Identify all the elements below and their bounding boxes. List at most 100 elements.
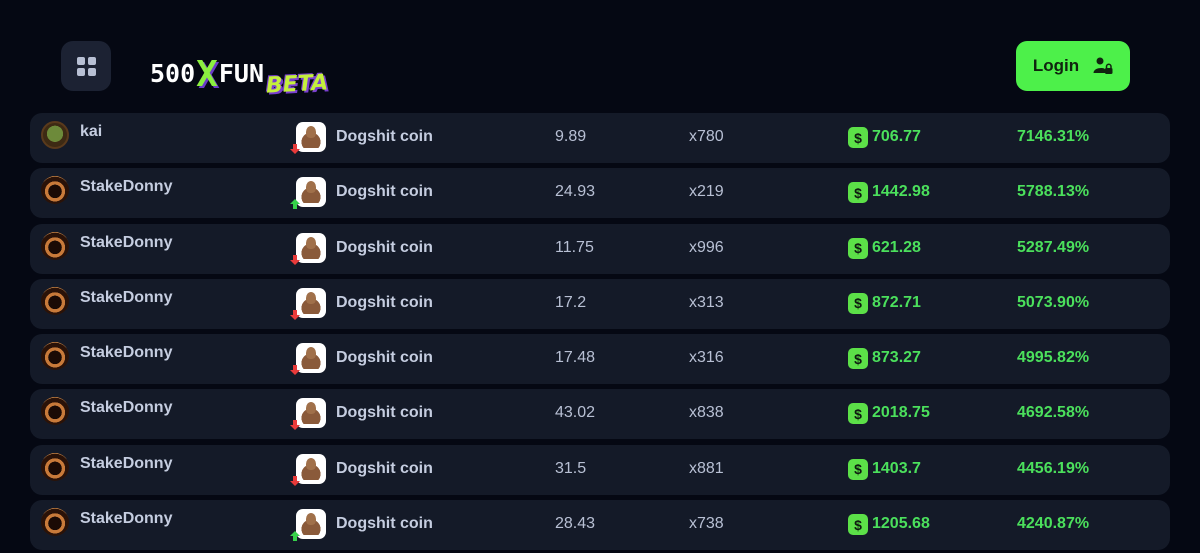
coin-logo[interactable]: [296, 398, 326, 429]
multiplier: x313: [689, 293, 724, 311]
profit-percent: 5073.90%: [1017, 293, 1090, 311]
coin-logo[interactable]: [296, 122, 326, 152]
multiplier: x838: [689, 404, 724, 422]
table-row[interactable]: kai Dogshit coin 9.89 x780 $ 706.77 7146…: [30, 113, 1170, 163]
coin-name[interactable]: Dogshit coin: [336, 128, 433, 145]
arrow-up-icon: [289, 530, 301, 544]
grid-icon: [76, 56, 96, 76]
coin-logo[interactable]: [296, 232, 326, 263]
payout-value: 706.77: [872, 128, 921, 145]
payout-value: 1205.68: [872, 515, 930, 533]
username[interactable]: kai: [80, 123, 103, 140]
logo-beta-badge: BETA: [265, 70, 329, 99]
profit-percent: 5788.13%: [1017, 183, 1090, 201]
dollar-icon: $: [848, 458, 868, 480]
multiplier: x881: [689, 459, 724, 477]
avatar[interactable]: [41, 286, 69, 315]
bet-amount: 24.93: [555, 183, 596, 201]
login-button[interactable]: Login: [1016, 41, 1130, 91]
payout-value: 1403.7: [872, 459, 921, 477]
payout-value: 2018.75: [872, 404, 930, 422]
poop-icon: [301, 236, 321, 259]
coin-name[interactable]: Dogshit coin: [336, 459, 433, 477]
dollar-icon: $: [848, 292, 868, 314]
bet-amount: 11.75: [555, 238, 594, 256]
avatar[interactable]: [41, 452, 69, 481]
coin-name[interactable]: Dogshit coin: [336, 183, 433, 201]
table-row[interactable]: StakeDonny Dogshit coin 11.75 x996 $ 621…: [30, 223, 1170, 274]
bets-list: kai Dogshit coin 9.89 x780 $ 706.77 7146…: [30, 113, 1170, 553]
bet-amount: 9.89: [555, 128, 587, 145]
payout-value: 873.27: [872, 349, 921, 367]
profit-percent: 4240.87%: [1017, 515, 1090, 533]
table-row[interactable]: StakeDonny Dogshit coin 17.2 x313 $ 872.…: [30, 278, 1170, 329]
poop-icon: [301, 181, 321, 204]
arrow-up-icon: [289, 198, 301, 212]
dollar-icon: $: [848, 403, 868, 425]
poop-icon: [301, 513, 321, 536]
bet-amount: 43.02: [555, 404, 596, 422]
profit-percent: 4995.82%: [1017, 349, 1090, 367]
payout-value: 872.71: [872, 293, 921, 311]
multiplier: x738: [689, 515, 724, 533]
profit-percent: 7146.31%: [1017, 128, 1090, 145]
arrow-down-icon: [289, 254, 301, 268]
profit-percent: 4456.19%: [1017, 459, 1090, 477]
bet-amount: 17.2: [555, 293, 587, 311]
username[interactable]: StakeDonny: [80, 510, 173, 528]
coin-name[interactable]: Dogshit coin: [336, 293, 433, 311]
coin-logo[interactable]: [296, 287, 326, 318]
coin-logo[interactable]: [296, 453, 326, 484]
dollar-icon: $: [848, 514, 868, 536]
multiplier: x316: [689, 349, 724, 367]
poop-icon: [301, 291, 321, 314]
table-row[interactable]: StakeDonny Dogshit coin 28.43 x738 $ 120…: [30, 500, 1170, 551]
username[interactable]: StakeDonny: [80, 344, 173, 362]
poop-icon: [301, 347, 321, 370]
multiplier: x219: [689, 183, 724, 201]
avatar[interactable]: [41, 397, 69, 426]
coin-name[interactable]: Dogshit coin: [336, 404, 433, 422]
payout-value: 621.28: [872, 238, 921, 256]
arrow-down-icon: [289, 143, 301, 157]
coin-logo[interactable]: [296, 177, 326, 208]
poop-icon: [301, 402, 321, 425]
profit-percent: 4692.58%: [1017, 404, 1090, 422]
site-logo[interactable]: 500XFUN BETA: [150, 42, 335, 102]
avatar[interactable]: [41, 121, 69, 149]
username[interactable]: StakeDonny: [80, 454, 173, 472]
username[interactable]: StakeDonny: [80, 178, 173, 196]
table-row[interactable]: StakeDonny Dogshit coin 17.48 x316 $ 873…: [30, 334, 1170, 385]
bet-amount: 17.48: [555, 349, 596, 367]
coin-logo[interactable]: [296, 343, 326, 374]
arrow-down-icon: [289, 419, 301, 433]
dollar-icon: $: [848, 127, 868, 148]
login-label: Login: [1032, 56, 1080, 75]
table-row[interactable]: StakeDonny Dogshit coin 24.93 x219 $ 144…: [30, 168, 1170, 219]
bet-amount: 31.5: [555, 459, 587, 477]
dollar-icon: $: [848, 237, 868, 259]
coin-name[interactable]: Dogshit coin: [336, 515, 433, 533]
coin-name[interactable]: Dogshit coin: [336, 349, 433, 367]
bet-amount: 28.43: [555, 515, 596, 533]
avatar[interactable]: [41, 231, 69, 260]
profit-percent: 5287.49%: [1017, 238, 1090, 256]
avatar[interactable]: [41, 342, 69, 371]
table-row[interactable]: StakeDonny Dogshit coin 43.02 x838 $ 201…: [30, 389, 1170, 440]
coin-logo[interactable]: [296, 509, 326, 540]
top-header: 500XFUN BETA Login: [0, 0, 1200, 112]
logo-wordmark: 500XFUN: [150, 54, 264, 95]
menu-grid-button[interactable]: [61, 41, 111, 91]
avatar[interactable]: [41, 508, 69, 537]
username[interactable]: StakeDonny: [80, 399, 173, 417]
coin-name[interactable]: Dogshit coin: [336, 238, 433, 256]
username[interactable]: StakeDonny: [80, 288, 173, 306]
table-row[interactable]: StakeDonny Dogshit coin 31.5 x881 $ 1403…: [30, 444, 1170, 495]
user-lock-icon: [1093, 56, 1113, 76]
dollar-icon: $: [848, 348, 868, 370]
arrow-down-icon: [289, 364, 301, 378]
poop-icon: [301, 457, 321, 480]
multiplier: x780: [689, 128, 724, 145]
avatar[interactable]: [41, 176, 69, 205]
username[interactable]: StakeDonny: [80, 233, 173, 251]
